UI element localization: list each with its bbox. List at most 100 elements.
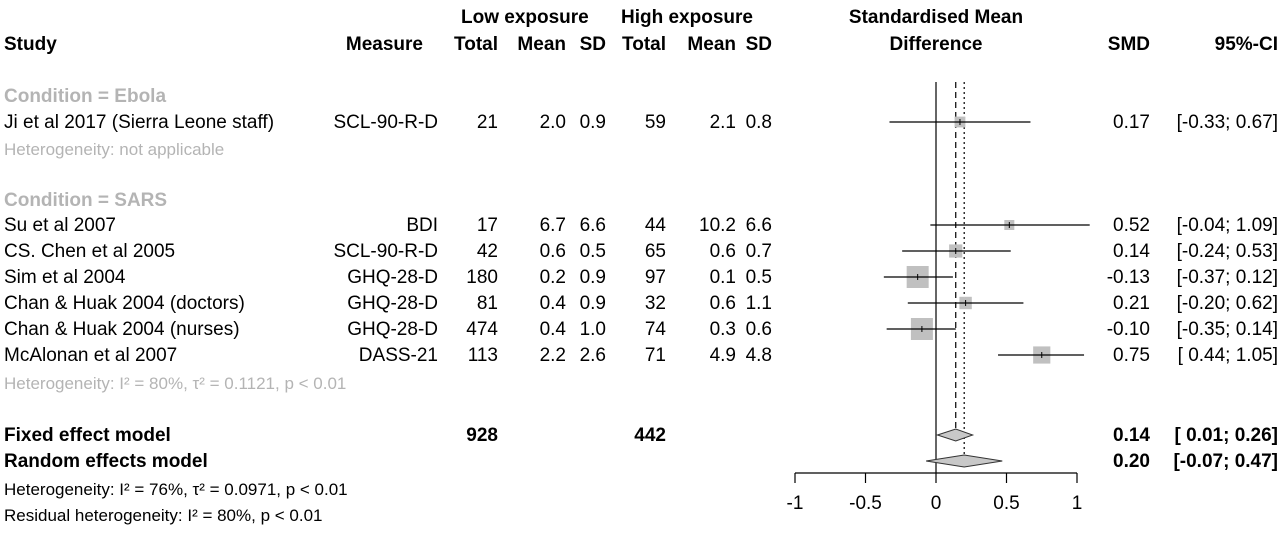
study-sd-high: 0.8 <box>745 112 772 133</box>
subgroup-label-sars: Condition = SARS <box>4 190 168 211</box>
study-mean-low: 0.6 <box>539 241 566 262</box>
study-measure: GHQ-28-D <box>347 319 438 340</box>
study-ci: [-0.33; 0.67] <box>1176 112 1278 133</box>
study-name: CS. Chen et al 2005 <box>4 241 176 262</box>
study-n-low: 21 <box>476 112 498 133</box>
study-sd-high: 4.8 <box>745 345 772 366</box>
study-measure: SCL-90-R-D <box>333 241 438 262</box>
study-mean-high: 0.1 <box>709 267 736 288</box>
header-study: Study <box>4 34 57 55</box>
study-ci: [ 0.44; 1.05] <box>1177 345 1278 366</box>
study-sd-low: 0.9 <box>579 293 606 314</box>
subgroup-heterogeneity-sars: Heterogeneity: I² = 80%, τ² = 0.1121, p … <box>4 373 346 395</box>
study-smd: 0.75 <box>1113 345 1150 366</box>
header-low-exposure: Low exposure <box>461 7 589 28</box>
header-sd-low: SD <box>579 34 606 55</box>
study-sd-low: 0.5 <box>579 241 606 262</box>
study-sd-low: 6.6 <box>579 215 606 236</box>
study-name: Sim et al 2004 <box>4 267 126 288</box>
study-n-high: 97 <box>644 267 666 288</box>
fixed-effect-diamond <box>935 428 975 442</box>
study-mean-high: 0.6 <box>709 241 736 262</box>
fixed-ci: [ 0.01; 0.26] <box>1174 425 1279 446</box>
heterogeneity-stats: I² = 76%, τ² = 0.0971, p < 0.01 <box>119 480 348 499</box>
overall-heterogeneity: Heterogeneity: I² = 76%, τ² = 0.0971, p … <box>4 479 348 501</box>
study-n-low: 474 <box>466 319 498 340</box>
header-mean-high: Mean <box>687 34 736 55</box>
study-sd-low: 1.0 <box>579 319 606 340</box>
study-n-high: 65 <box>644 241 666 262</box>
study-smd: -0.10 <box>1106 319 1150 340</box>
study-n-high: 71 <box>644 345 666 366</box>
random-ci: [-0.07; 0.47] <box>1173 451 1278 472</box>
x-tick-label: -1 <box>787 493 804 514</box>
header-total-low: Total <box>454 34 498 55</box>
study-mean-high: 2.1 <box>709 112 736 133</box>
study-measure: BDI <box>406 215 438 236</box>
study-ci: [-0.37; 0.12] <box>1176 267 1278 288</box>
study-name: Su et al 2007 <box>4 215 116 236</box>
study-measure: SCL-90-R-D <box>333 112 438 133</box>
study-n-high: 59 <box>644 112 666 133</box>
residual-stats: I² = 80%, p < 0.01 <box>187 506 323 525</box>
study-name: Ji et al 2017 (Sierra Leone staff) <box>4 112 275 133</box>
x-tick-label: -0.5 <box>849 493 882 514</box>
heterogeneity-prefix: Heterogeneity: <box>4 374 120 393</box>
fixed-n-low: 928 <box>466 425 498 446</box>
study-mean-high: 0.3 <box>709 319 736 340</box>
x-tick-label: 0.5 <box>993 493 1019 514</box>
header-smd-title: Standardised Mean <box>848 7 1024 28</box>
study-n-low: 17 <box>476 215 498 236</box>
study-smd: -0.13 <box>1106 267 1150 288</box>
residual-heterogeneity: Residual heterogeneity: I² = 80%, p < 0.… <box>4 505 323 527</box>
study-smd: 0.17 <box>1113 112 1150 133</box>
study-smd: 0.52 <box>1113 215 1150 236</box>
study-ci: [-0.24; 0.53] <box>1176 241 1278 262</box>
study-mean-high: 4.9 <box>709 345 736 366</box>
study-n-high: 44 <box>644 215 666 236</box>
study-mean-low: 2.0 <box>539 112 566 133</box>
study-n-high: 74 <box>644 319 666 340</box>
header-total-high: Total <box>622 34 666 55</box>
subgroup-label-ebola: Condition = Ebola <box>4 86 167 107</box>
study-smd: 0.14 <box>1113 241 1150 262</box>
study-n-low: 42 <box>476 241 498 262</box>
study-measure: GHQ-28-D <box>347 293 438 314</box>
study-sd-low: 0.9 <box>579 112 606 133</box>
study-measure: DASS-21 <box>358 345 438 366</box>
residual-prefix: Residual heterogeneity: <box>4 506 188 525</box>
header-smd: SMD <box>1107 34 1150 55</box>
header-measure: Measure <box>345 34 423 55</box>
study-sd-low: 2.6 <box>579 345 606 366</box>
random-smd: 0.20 <box>1113 451 1150 472</box>
study-mean-low: 0.4 <box>539 319 566 340</box>
fixed-n-high: 442 <box>634 425 666 446</box>
fixed-effect-label: Fixed effect model <box>4 425 171 446</box>
study-sd-high: 0.7 <box>745 241 772 262</box>
study-ci: [-0.04; 1.09] <box>1176 215 1278 236</box>
header-sd-high: SD <box>745 34 772 55</box>
study-sd-high: 0.6 <box>745 319 772 340</box>
study-mean-low: 2.2 <box>539 345 566 366</box>
study-ci: [-0.35; 0.14] <box>1176 319 1278 340</box>
study-smd: 0.21 <box>1113 293 1150 314</box>
header-ci: 95%-CI <box>1214 34 1278 55</box>
study-mean-low: 0.4 <box>539 293 566 314</box>
study-n-low: 180 <box>466 267 498 288</box>
study-n-low: 113 <box>467 345 498 366</box>
study-name: Chan & Huak 2004 (doctors) <box>4 293 245 314</box>
subgroup-heterogeneity-ebola: Heterogeneity: not applicable <box>4 140 225 159</box>
header-smd-title-2: Difference <box>889 34 983 55</box>
study-name: McAlonan et al 2007 <box>4 345 178 366</box>
x-tick-label: 1 <box>1072 493 1083 514</box>
study-measure: GHQ-28-D <box>347 267 438 288</box>
study-sd-high: 6.6 <box>745 215 772 236</box>
fixed-smd: 0.14 <box>1113 425 1150 446</box>
heterogeneity-prefix: Heterogeneity: <box>4 480 120 499</box>
header-mean-low: Mean <box>517 34 566 55</box>
study-ci: [-0.20; 0.62] <box>1176 293 1278 314</box>
study-n-high: 32 <box>644 293 666 314</box>
study-mean-high: 0.6 <box>709 293 736 314</box>
study-sd-low: 0.9 <box>579 267 606 288</box>
